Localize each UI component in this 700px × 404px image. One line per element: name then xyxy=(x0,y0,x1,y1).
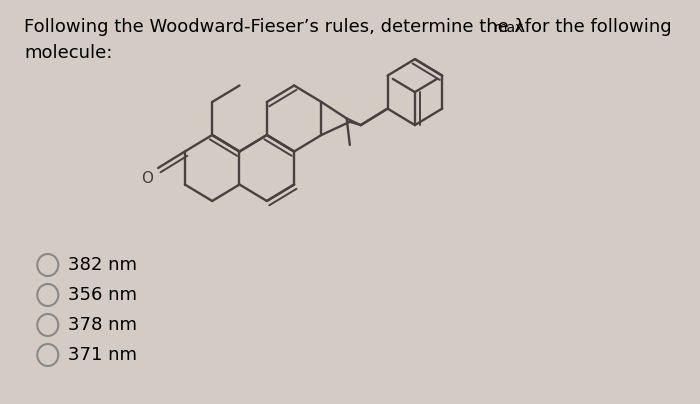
Text: max: max xyxy=(494,21,524,35)
Text: 382 nm: 382 nm xyxy=(68,256,137,274)
Text: Following the Woodward-Fieser’s rules, determine the λ: Following the Woodward-Fieser’s rules, d… xyxy=(24,18,525,36)
Text: 371 nm: 371 nm xyxy=(68,346,137,364)
Text: molecule:: molecule: xyxy=(24,44,112,62)
Text: O: O xyxy=(141,171,153,186)
Text: 378 nm: 378 nm xyxy=(68,316,137,334)
Text: for the following: for the following xyxy=(519,18,671,36)
Text: 356 nm: 356 nm xyxy=(68,286,137,304)
